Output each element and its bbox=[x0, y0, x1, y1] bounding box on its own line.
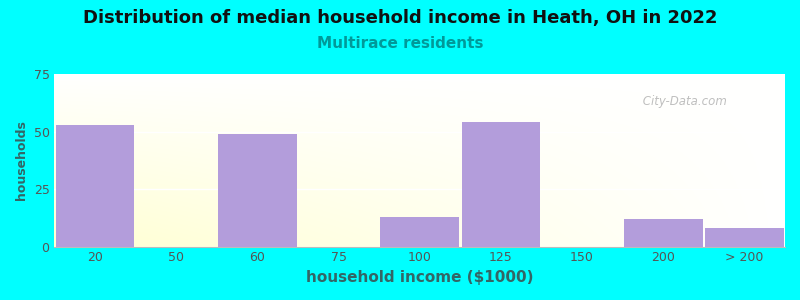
Bar bbox=[624, 219, 702, 247]
Text: Multirace residents: Multirace residents bbox=[317, 36, 483, 51]
Bar bbox=[705, 228, 784, 247]
Text: Distribution of median household income in Heath, OH in 2022: Distribution of median household income … bbox=[82, 9, 718, 27]
Bar bbox=[218, 134, 297, 247]
Text: City-Data.com: City-Data.com bbox=[639, 95, 726, 108]
X-axis label: household income ($1000): household income ($1000) bbox=[306, 270, 534, 285]
Bar bbox=[380, 217, 459, 247]
Y-axis label: households: households bbox=[15, 120, 28, 200]
Bar bbox=[56, 124, 134, 247]
Bar bbox=[462, 122, 540, 247]
